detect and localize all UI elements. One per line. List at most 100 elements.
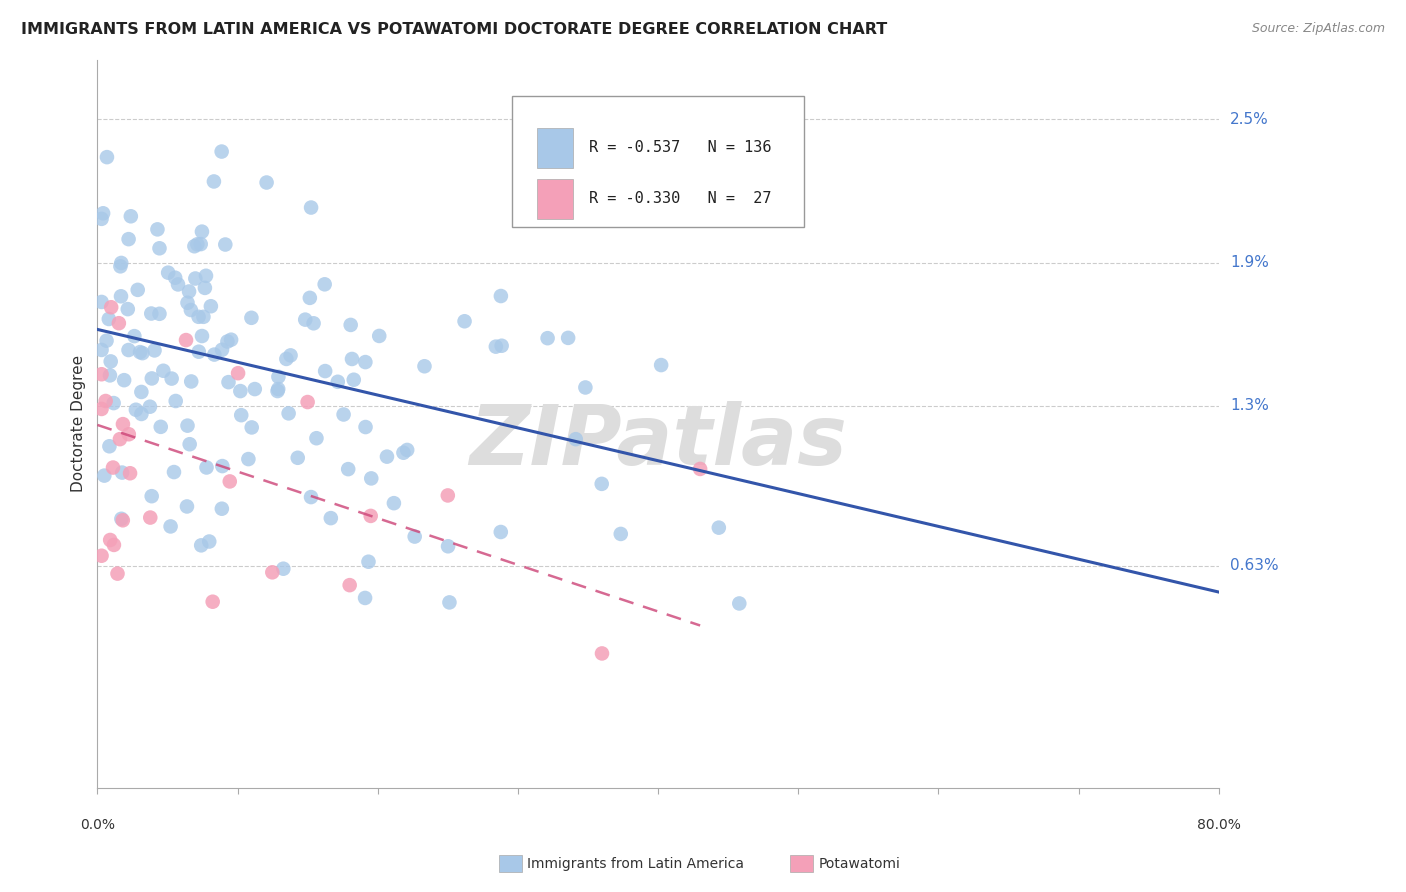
Point <box>174 333 197 347</box>
Point <box>110 256 132 270</box>
Point <box>202 174 225 188</box>
Point <box>129 345 152 359</box>
Point <box>360 508 382 523</box>
Point <box>176 295 198 310</box>
Point <box>141 489 163 503</box>
Point <box>375 450 398 464</box>
Point <box>141 371 163 385</box>
Point <box>280 348 302 362</box>
Point <box>536 331 558 345</box>
Point <box>314 277 336 292</box>
Point <box>191 329 214 343</box>
Point <box>117 302 139 317</box>
Text: 1.9%: 1.9% <box>1230 255 1268 270</box>
Point <box>187 310 209 324</box>
Point <box>650 358 672 372</box>
Point <box>240 310 263 325</box>
Point <box>610 527 633 541</box>
Point <box>319 511 342 525</box>
Point <box>97 312 120 326</box>
Point <box>277 406 299 420</box>
Point <box>357 555 380 569</box>
FancyBboxPatch shape <box>512 96 804 227</box>
Point <box>574 380 596 394</box>
Point <box>404 530 426 544</box>
Point <box>90 211 112 226</box>
Point <box>198 534 221 549</box>
Point <box>273 562 295 576</box>
Point <box>110 512 132 526</box>
Point <box>382 496 405 510</box>
Point <box>413 359 436 374</box>
Point <box>187 344 209 359</box>
Point <box>354 591 377 605</box>
Point <box>343 373 366 387</box>
Point <box>180 303 202 318</box>
Point <box>392 446 415 460</box>
Point <box>96 334 118 348</box>
Point <box>93 468 115 483</box>
Point <box>180 375 202 389</box>
Point <box>294 312 316 326</box>
Point <box>728 597 751 611</box>
Point <box>298 291 321 305</box>
Point <box>262 566 284 580</box>
Point <box>90 401 112 416</box>
Bar <box>537 178 572 219</box>
Point <box>276 351 298 366</box>
Point <box>101 460 124 475</box>
Point <box>110 289 132 303</box>
Point <box>340 351 363 366</box>
Point <box>591 647 613 661</box>
Point <box>287 450 309 465</box>
Point <box>118 467 141 481</box>
Point <box>214 237 236 252</box>
Point <box>108 432 131 446</box>
Point <box>190 538 212 552</box>
Point <box>108 316 131 330</box>
Point <box>368 329 391 343</box>
Point <box>177 285 200 299</box>
Point <box>90 549 112 563</box>
Point <box>211 145 233 159</box>
Point <box>146 222 169 236</box>
Point <box>453 314 475 328</box>
Point <box>159 519 181 533</box>
Point <box>117 343 139 357</box>
Point <box>110 260 132 274</box>
Point <box>297 395 319 409</box>
Text: 1.3%: 1.3% <box>1230 399 1268 413</box>
Point <box>439 595 461 609</box>
Point <box>96 150 118 164</box>
Text: ZIPatlas: ZIPatlas <box>470 401 846 483</box>
Point <box>190 237 212 252</box>
Point <box>354 420 377 434</box>
Point <box>436 488 458 502</box>
Point <box>332 408 354 422</box>
Point <box>217 334 239 349</box>
Point <box>111 417 134 431</box>
Point <box>202 348 225 362</box>
Point <box>191 225 214 239</box>
Text: Potawatomi: Potawatomi <box>818 857 900 871</box>
Point <box>100 354 122 368</box>
Point <box>148 241 170 255</box>
Point <box>124 329 146 343</box>
Point <box>707 521 730 535</box>
Point <box>118 427 141 442</box>
Point <box>141 306 163 320</box>
Point <box>194 281 217 295</box>
Point <box>179 437 201 451</box>
Point <box>184 271 207 285</box>
Point <box>689 462 711 476</box>
Point <box>139 510 162 524</box>
Point <box>152 364 174 378</box>
Point <box>219 333 242 347</box>
Point <box>485 340 508 354</box>
Point <box>165 270 187 285</box>
Point <box>149 420 172 434</box>
Point <box>195 460 218 475</box>
Point <box>339 318 361 332</box>
Point <box>131 407 153 421</box>
Y-axis label: Doctorate Degree: Doctorate Degree <box>72 355 86 492</box>
